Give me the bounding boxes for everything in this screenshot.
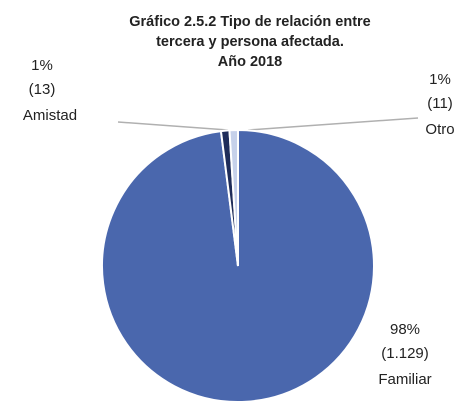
chart-title: Año 2018: [218, 54, 282, 70]
chart-title: tercera y persona afectada.: [156, 34, 344, 50]
value-label: 1%: [31, 57, 53, 74]
chart-title: Gráfico 2.5.2 Tipo de relación entre: [129, 14, 370, 30]
count-label: (13): [29, 81, 56, 98]
leader-line: [247, 117, 419, 131]
pie-slice: [228, 128, 239, 267]
value-label: 98%: [390, 321, 420, 338]
count-label: (1.129): [381, 345, 429, 362]
category-label: Amistad: [23, 107, 77, 124]
value-label: 1%: [429, 71, 451, 88]
count-label: (11): [427, 95, 453, 112]
category-label: Familiar: [378, 371, 431, 388]
leader-line: [117, 121, 229, 131]
category-label: Otro: [425, 121, 454, 138]
